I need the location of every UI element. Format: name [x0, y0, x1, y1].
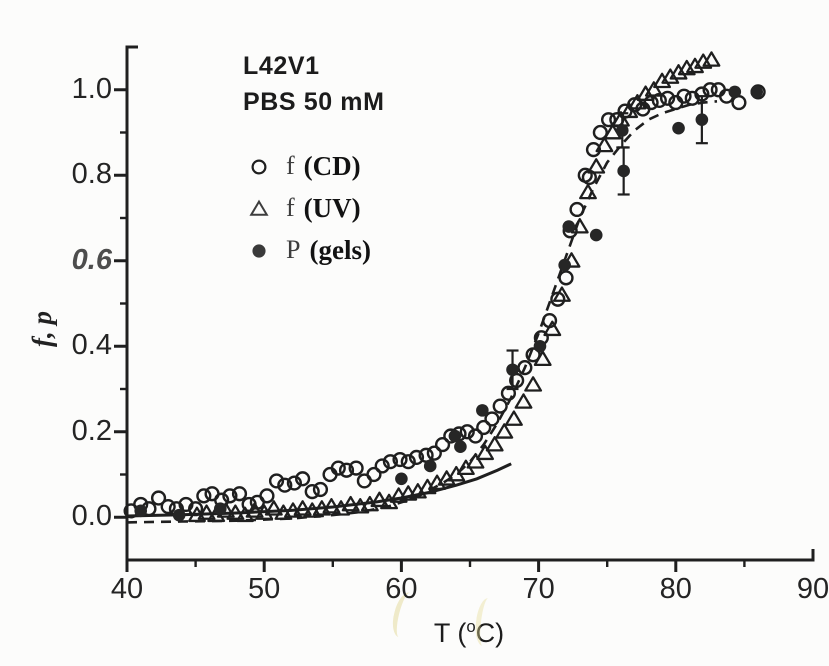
y-tick-label-0.8: 0.8: [71, 158, 112, 191]
series-f-uv: [188, 51, 721, 523]
plot-annotation: L42V1 PBS 50 mM: [243, 48, 385, 120]
x-tick-label-40: 40: [110, 573, 144, 605]
axis-ticks: [114, 88, 746, 572]
legend-item-cd: f (CD): [244, 149, 371, 183]
x-axis-label: T (oC): [433, 617, 505, 648]
axes-frame: [125, 45, 815, 562]
legend-open-circle-icon: [244, 154, 274, 178]
legend-symbol-letter: f: [286, 193, 295, 222]
y-tick-label-1.0: 1.0: [71, 72, 112, 105]
curve-fit-dashed: [126, 100, 718, 524]
y-tick-label-0.2: 0.2: [71, 414, 112, 447]
x-tick-label-60: 60: [385, 573, 418, 605]
buffer-condition: PBS 50 mM: [243, 88, 385, 116]
legend-method-label: (CD): [303, 150, 361, 181]
legend-symbol-letter: f: [286, 151, 295, 180]
series-p-gels: [134, 85, 764, 522]
legend-item-uv: f (UV): [244, 191, 371, 225]
degree-symbol: o: [466, 617, 476, 636]
legend: f (CD) f (UV) P (gels): [244, 149, 371, 267]
y-tick-label-0.6: 0.6: [71, 243, 112, 276]
legend-open-triangle-icon: [244, 196, 274, 220]
x-tick-label-70: 70: [522, 573, 555, 605]
sample-name: L42V1: [243, 52, 320, 80]
x-tick-label-90: 90: [796, 573, 829, 605]
x-tick-label-50: 50: [248, 573, 281, 605]
curve-fit-solid: [126, 462, 512, 518]
legend-filled-circle-icon: [244, 238, 274, 262]
legend-item-gels: P (gels): [244, 233, 371, 267]
y-tick-label-0.4: 0.4: [71, 329, 112, 362]
legend-method-label: (gels): [309, 234, 371, 265]
legend-symbol-letter: P: [286, 235, 301, 264]
x-tick-label-80: 80: [659, 573, 692, 605]
legend-method-label: (UV): [303, 192, 361, 223]
series-f-cd: [123, 82, 766, 519]
y-tick-label-0.0: 0.0: [71, 500, 112, 533]
